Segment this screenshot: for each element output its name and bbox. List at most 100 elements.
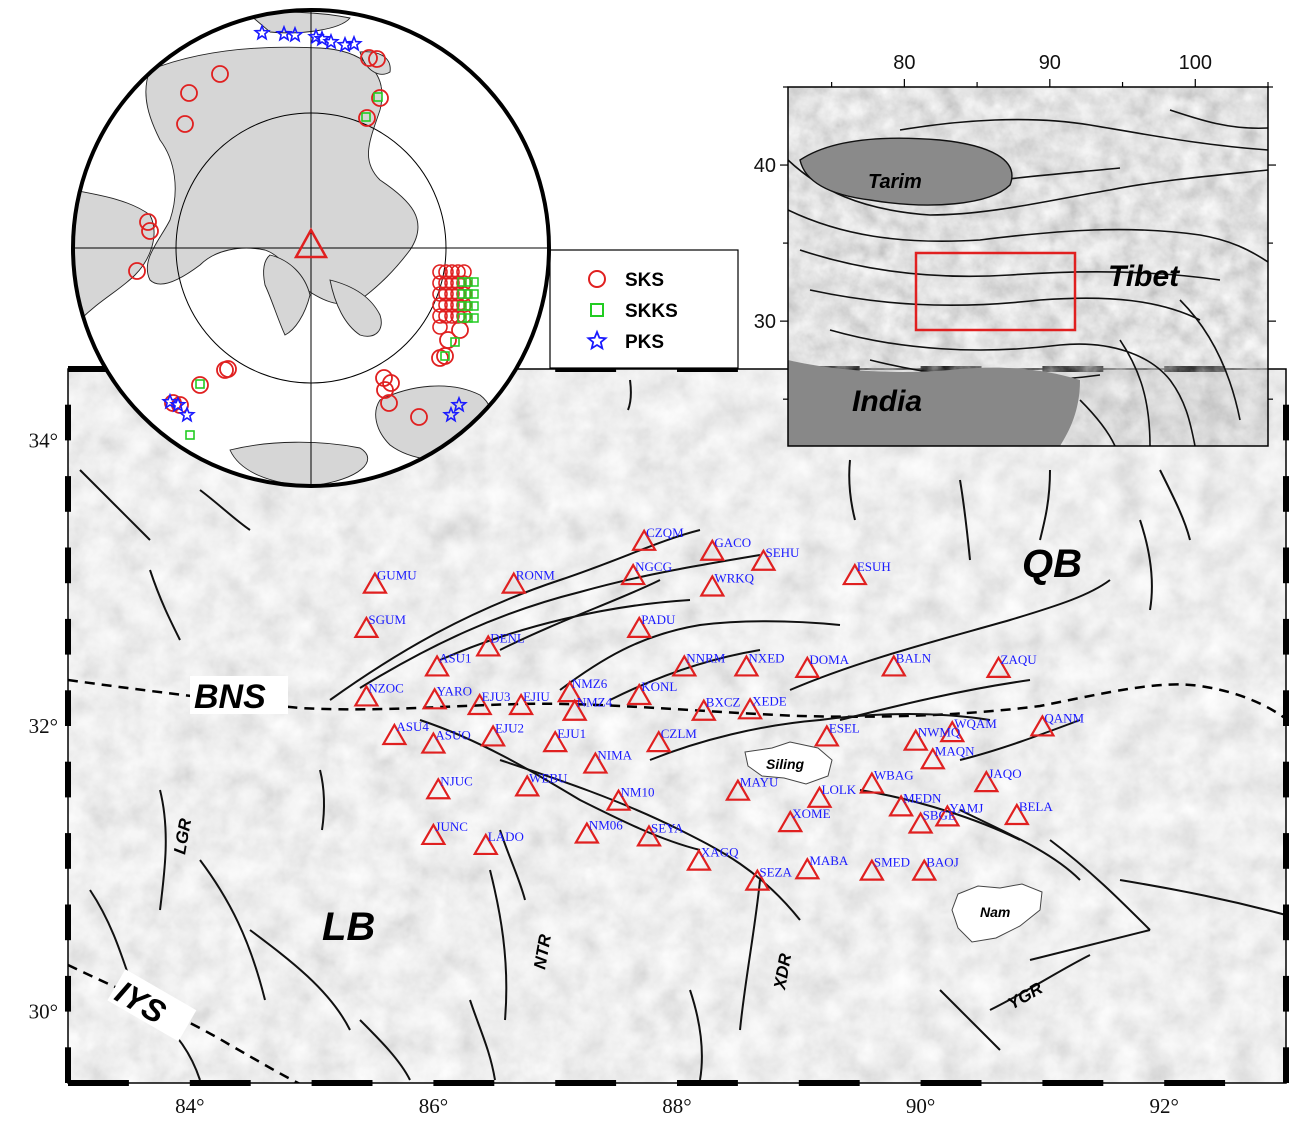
africa-arabia	[73, 189, 155, 321]
station-label: EJU1	[557, 726, 586, 741]
sks-event	[358, 109, 376, 127]
station-label: NMZ6	[572, 676, 608, 691]
legend-label: SKKS	[625, 301, 678, 322]
station: BALN	[880, 650, 932, 677]
station-marker	[620, 562, 647, 586]
pks-event	[322, 32, 340, 50]
station-label: MAQN	[935, 743, 975, 758]
frame-tick-bottom	[555, 1080, 617, 1086]
frame-tick-left	[65, 833, 71, 869]
sks-event	[219, 360, 237, 378]
station-marker	[699, 574, 726, 597]
skks-event	[450, 337, 460, 347]
globe-rim	[71, 8, 551, 488]
legend-item: SKKS	[590, 301, 678, 322]
station: ASU1	[424, 650, 472, 677]
station: SEYA	[636, 820, 684, 847]
frame-tick-right	[1283, 618, 1289, 655]
pks-event	[336, 35, 354, 53]
globe-grid	[73, 10, 549, 486]
station-label: ASU4	[396, 719, 429, 734]
skks-event	[469, 277, 479, 287]
sks-event	[368, 50, 386, 68]
main-map-relief	[68, 369, 1286, 1083]
frame-tick-bottom	[1164, 1080, 1226, 1086]
sks-event	[141, 222, 159, 240]
station: ASU4	[381, 719, 429, 746]
station-marker	[556, 679, 583, 703]
station: XOME	[777, 806, 831, 833]
label-lb: LB	[322, 905, 375, 949]
station-label: BALN	[896, 650, 932, 665]
station-marker	[381, 722, 408, 746]
station: ESEL	[813, 720, 860, 747]
station-marker	[631, 528, 658, 551]
station-marker	[353, 615, 380, 638]
inset-y-ticks: 40 30	[754, 86, 1276, 400]
station: ESUH	[841, 559, 891, 586]
station-marker	[841, 562, 868, 586]
station: PADU	[626, 612, 676, 638]
skks-event	[195, 379, 205, 389]
legend-box	[549, 249, 739, 369]
station-label: MAYU	[740, 775, 779, 790]
station: YAMJ	[934, 800, 983, 827]
station-marker	[737, 697, 763, 720]
sks-event	[439, 331, 457, 349]
station: NWMQ	[902, 725, 961, 751]
frame-tick-right	[1283, 761, 1289, 798]
legend-label: SKS	[625, 270, 664, 291]
station-label: JUNC	[435, 819, 468, 834]
inset-x-tick-label: 100	[1179, 52, 1212, 74]
frame-tick-right	[1283, 904, 1289, 941]
skks-event	[361, 112, 371, 122]
station-marker	[750, 548, 777, 571]
station-label: DENL	[490, 630, 525, 645]
station: NXED	[733, 650, 785, 677]
skks-event	[469, 313, 479, 323]
station-label: JAQO	[988, 766, 1021, 781]
station: LADO	[472, 829, 524, 856]
station: ZAQU	[985, 652, 1038, 678]
sks-event	[376, 381, 394, 399]
study-area-box	[914, 251, 1077, 332]
station-label: EJU2	[495, 720, 524, 735]
frame-tick-bottom	[1042, 1080, 1104, 1086]
station-label: QANM	[1044, 710, 1084, 725]
station: JUNC	[420, 819, 468, 846]
skks-event	[457, 289, 467, 299]
main-map-features	[68, 379, 1286, 1083]
station-label: NXED	[748, 650, 784, 665]
frame-tick-right	[1283, 975, 1289, 1012]
frame-tick-right	[1283, 404, 1289, 441]
station-marker	[420, 822, 447, 846]
frame-tick-left	[65, 761, 71, 798]
station: MEDN	[888, 790, 942, 817]
frame-tick-left	[65, 547, 71, 584]
station-marker	[985, 655, 1012, 678]
station: WQAM	[939, 716, 997, 743]
frame-tick-bottom	[68, 1080, 129, 1086]
station-marker	[353, 684, 380, 707]
pks-event	[161, 392, 179, 410]
station: MAYU	[724, 775, 779, 801]
station-marker	[907, 811, 934, 834]
faults	[79, 379, 1286, 1081]
sks-event	[410, 408, 428, 426]
station-label: SGUM	[368, 612, 406, 627]
station-marker	[420, 731, 447, 754]
station-label: XOME	[792, 806, 830, 821]
station: RONM	[500, 568, 555, 594]
station-label: BELA	[1019, 799, 1054, 814]
station-label: PADU	[641, 612, 676, 627]
station-marker	[626, 615, 653, 638]
sks-event	[128, 262, 146, 280]
station-marker	[858, 771, 885, 794]
station: ASUO	[420, 728, 471, 754]
station-label: ZAQU	[1001, 652, 1038, 667]
frame-tick-left	[65, 618, 71, 655]
station-label: SMED	[874, 855, 910, 870]
inset-x-tick-label: 90	[1039, 52, 1061, 74]
sks-event	[444, 308, 460, 324]
skks-event	[463, 289, 473, 299]
